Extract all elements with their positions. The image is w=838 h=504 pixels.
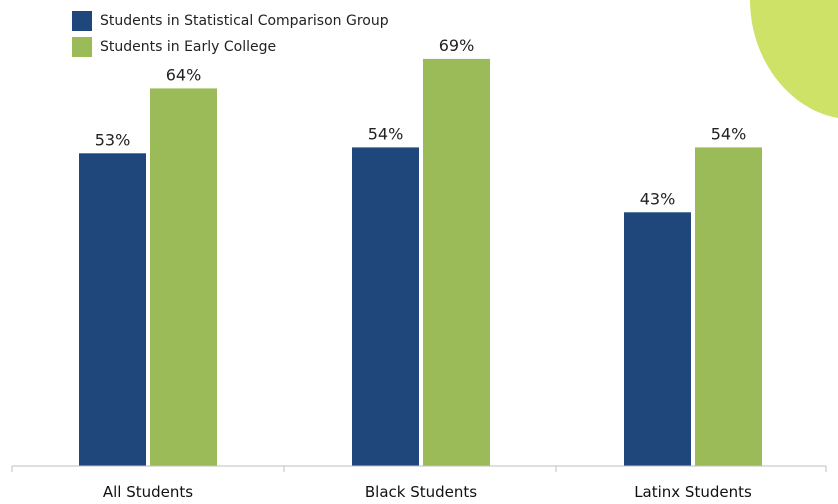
bar-early-college-1 <box>423 58 490 467</box>
bar-early-college-2 <box>695 147 762 466</box>
legend: Students in Statistical Comparison Group… <box>72 8 389 60</box>
legend-label-early-college: Students in Early College <box>100 39 277 55</box>
category-label-0: All Students <box>103 483 193 501</box>
bar-comparison-1 <box>352 147 419 466</box>
category-labels-group: All Students Black Students Latinx Student… <box>103 483 752 501</box>
category-label-1: Black Students <box>365 483 477 501</box>
bar-label-early-college-0: 64% <box>166 65 202 84</box>
bar-comparison-0 <box>79 153 146 467</box>
bar-label-comparison-0: 53% <box>95 130 131 149</box>
bar-label-comparison-1: 54% <box>368 124 404 143</box>
bar-early-college-0 <box>150 88 217 467</box>
bar-label-early-college-2: 54% <box>711 124 747 143</box>
legend-label-comparison-group: Students in Statistical Comparison Group <box>100 13 389 29</box>
legend-swatch-comparison-group <box>72 11 92 31</box>
legend-item-comparison-group: Students in Statistical Comparison Group <box>72 8 389 34</box>
bar-label-comparison-2: 43% <box>640 189 676 208</box>
bar-labels-group: 53% 64% 54% 69% 43% 54% <box>95 36 747 208</box>
bars-group <box>79 58 762 467</box>
bar-comparison-2 <box>624 212 691 466</box>
legend-item-early-college: Students in Early College <box>72 34 389 60</box>
decorative-corner-circle <box>750 0 838 118</box>
x-axis <box>11 465 827 472</box>
category-label-2: Latinx Students <box>634 483 752 501</box>
bar-label-early-college-1: 69% <box>439 36 475 55</box>
legend-swatch-early-college <box>72 37 92 57</box>
